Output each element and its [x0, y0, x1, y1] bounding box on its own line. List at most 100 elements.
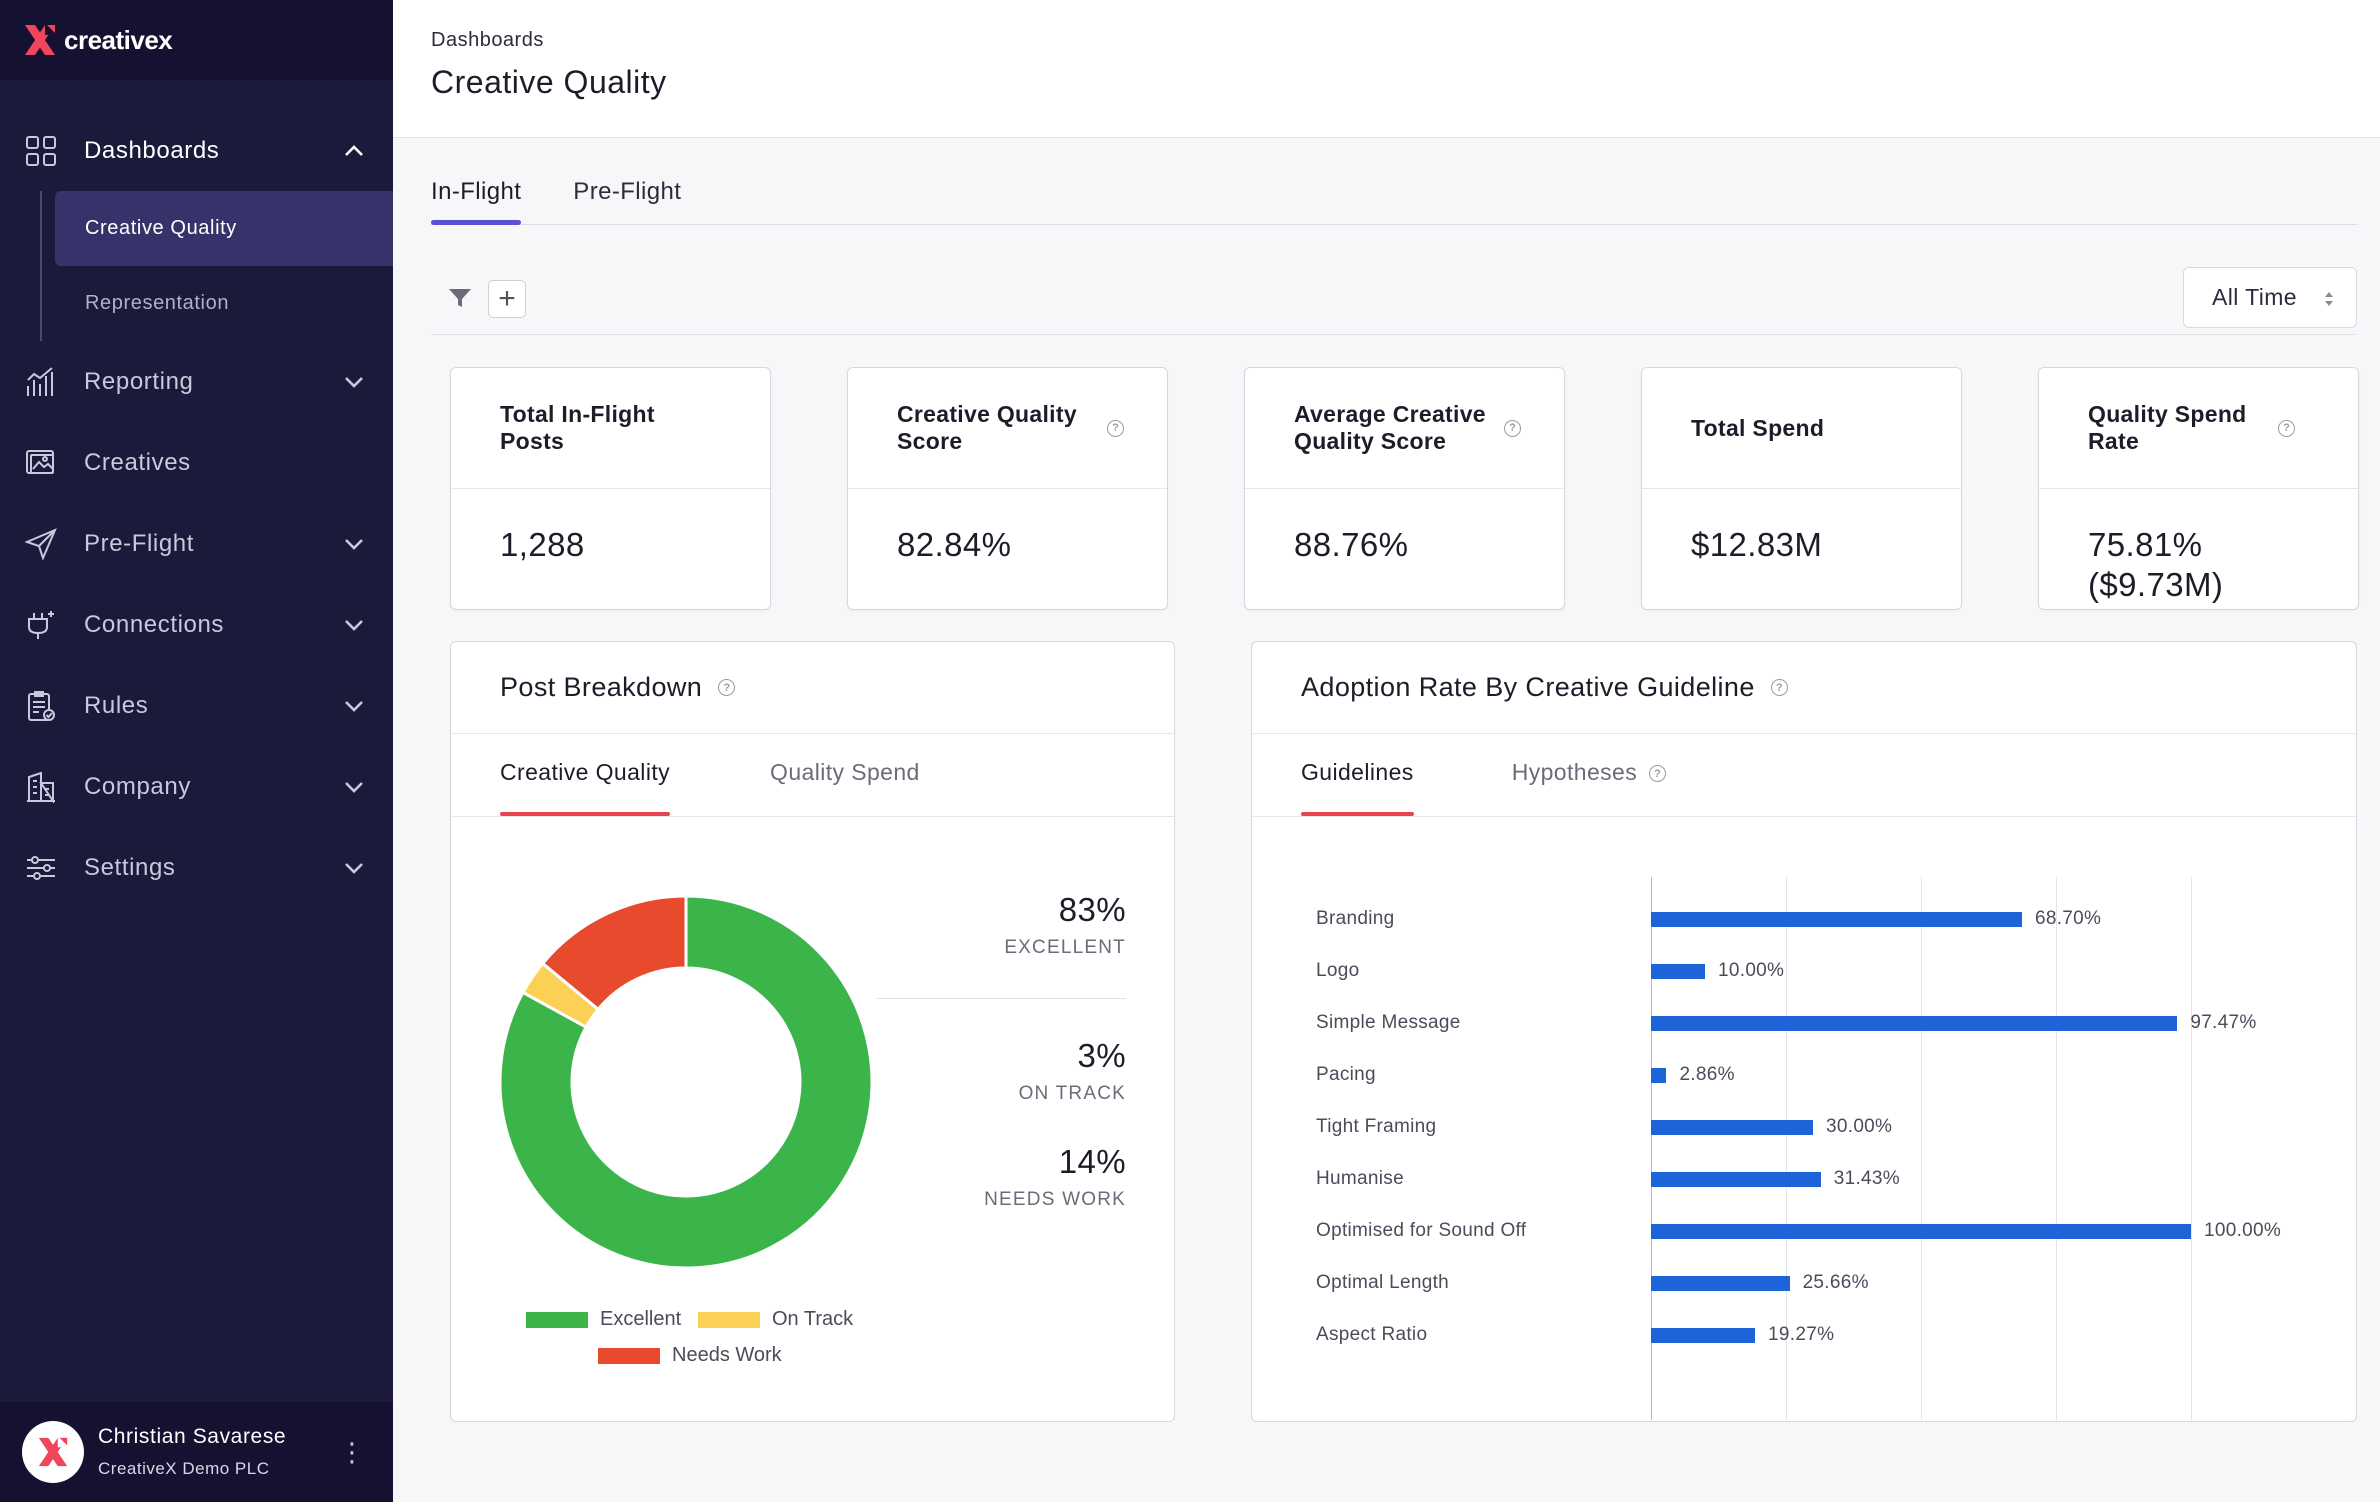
bar-value-label: 31.43%	[1833, 1168, 1900, 1189]
stat-label: EXCELLENT	[1004, 937, 1126, 958]
help-icon[interactable]: ?	[718, 679, 736, 696]
sidebar-item-company[interactable]: Company	[0, 746, 393, 827]
bar-optimised-for-sound-off[interactable]	[1651, 1224, 2191, 1239]
tab-creative-quality[interactable]: Creative Quality	[500, 734, 671, 816]
tab-label: Guidelines	[1301, 759, 1414, 785]
bar-value-label: 97.47%	[2190, 1012, 2257, 1033]
chart-icon	[24, 365, 58, 399]
select-arrows-icon	[2325, 292, 2333, 306]
post-breakdown-panel: Post Breakdown ? Creative Quality Qualit…	[450, 641, 1175, 1422]
panel-title: Post Breakdown	[500, 672, 703, 702]
help-icon[interactable]: ?	[1649, 765, 1667, 782]
sidebar-item-dashboards[interactable]: Dashboards	[0, 110, 393, 191]
sidebar-subitem-representation[interactable]: Representation	[55, 266, 393, 341]
bar-logo[interactable]	[1651, 964, 1705, 979]
clipboard-check-icon	[24, 689, 58, 723]
page-title: Creative Quality	[431, 64, 667, 100]
chevron-down-icon[interactable]	[341, 774, 367, 800]
tab-guidelines[interactable]: Guidelines	[1301, 734, 1414, 816]
tab-label: Hypotheses	[1511, 759, 1638, 785]
kebab-menu-icon[interactable]: ⋮	[339, 1436, 365, 1467]
stat-on-track: 3% ON TRACK	[1019, 1037, 1126, 1105]
sidebar: creativex Dashboards Creative Quality Re…	[0, 0, 393, 1502]
breadcrumb[interactable]: Dashboards	[431, 29, 544, 51]
user-profile[interactable]: Christian Savarese CreativeX Demo PLC ⋮	[0, 1402, 393, 1502]
add-filter-button[interactable]: +	[488, 280, 526, 318]
bar-tight-framing[interactable]	[1651, 1120, 1813, 1135]
sidebar-item-creatives[interactable]: Creatives	[0, 422, 393, 503]
sidebar-item-label: Pre-Flight	[84, 529, 195, 557]
plug-icon	[24, 608, 58, 642]
sidebar-item-pre-flight[interactable]: Pre-Flight	[0, 503, 393, 584]
sidebar-item-label: Settings	[84, 853, 176, 881]
help-icon[interactable]: ?	[1107, 419, 1124, 437]
donut-slice-excellent[interactable]	[499, 895, 873, 1269]
chevron-up-icon[interactable]	[341, 138, 367, 164]
time-range-select[interactable]: All Time	[2183, 267, 2357, 328]
sidebar-item-rules[interactable]: Rules	[0, 665, 393, 746]
page-header: Dashboards Creative Quality	[393, 0, 2380, 138]
time-range-value: All Time	[2212, 284, 2297, 310]
kpi-label: Total Spend	[1691, 414, 1825, 441]
post-breakdown-tabs: Creative Quality Quality Spend	[451, 734, 1174, 817]
dashboards-subnav: Creative Quality Representation	[0, 191, 393, 341]
kpi-value: 88.76%	[1294, 526, 1409, 563]
chevron-down-icon[interactable]	[341, 855, 367, 881]
sidebar-item-reporting[interactable]: Reporting	[0, 341, 393, 422]
sidebar-item-label: Dashboards	[84, 136, 220, 164]
help-icon[interactable]: ?	[1770, 679, 1788, 696]
bar-category-label: Humanise	[1316, 1168, 1404, 1189]
bar-value-label: 2.86%	[1679, 1064, 1735, 1085]
chevron-down-icon[interactable]	[341, 369, 367, 395]
grid-icon	[24, 134, 58, 168]
bar-branding[interactable]	[1651, 912, 2022, 927]
sidebar-item-settings[interactable]: Settings	[0, 827, 393, 908]
kpi-card-creative-quality-score: Creative Quality Score? 82.84%	[847, 367, 1168, 610]
bar-category-label: Simple Message	[1316, 1012, 1461, 1033]
kpi-value: 1,288	[500, 526, 585, 563]
avatar	[22, 1421, 84, 1483]
bar-simple-message[interactable]	[1651, 1016, 2178, 1031]
legend-item-excellent[interactable]: Excellent	[526, 1308, 681, 1331]
bar-pacing[interactable]	[1651, 1068, 1667, 1083]
sidebar-subitem-label: Creative Quality	[85, 217, 237, 239]
help-icon[interactable]: ?	[1504, 419, 1521, 437]
stat-value: 14%	[1058, 1143, 1126, 1180]
tab-label: Quality Spend	[770, 759, 920, 785]
chevron-down-icon[interactable]	[341, 612, 367, 638]
filter-bar: + All Time	[431, 267, 2357, 335]
tab-pre-flight[interactable]: Pre-Flight	[573, 178, 682, 205]
kpi-label: Average Creative Quality Score	[1294, 401, 1486, 454]
kpi-value: $12.83M	[1691, 526, 1823, 563]
sidebar-subitem-creative-quality[interactable]: Creative Quality	[55, 191, 393, 266]
bar-value-label: 100.00%	[2204, 1220, 2282, 1241]
help-icon[interactable]: ?	[2278, 419, 2295, 437]
tab-in-flight[interactable]: In-Flight	[431, 168, 522, 225]
tab-quality-spend[interactable]: Quality Spend	[770, 734, 920, 816]
filter-icon[interactable]	[447, 285, 473, 311]
bar-aspect-ratio[interactable]	[1651, 1328, 1756, 1343]
user-name: Christian Savarese	[98, 1425, 287, 1448]
images-icon	[24, 446, 58, 480]
donut-slice-needs-work[interactable]	[540, 895, 688, 1012]
sidebar-item-label: Reporting	[84, 367, 194, 395]
sidebar-item-label: Rules	[84, 691, 149, 719]
legend-item-needs-work[interactable]: Needs Work	[598, 1344, 782, 1367]
bar-optimal-length[interactable]	[1651, 1276, 1790, 1291]
creativex-logo-icon	[38, 1437, 68, 1467]
legend-swatch	[598, 1347, 660, 1364]
chart-gridline	[1921, 877, 1922, 1420]
stat-value: 83%	[1058, 891, 1126, 928]
tab-hypotheses[interactable]: Hypotheses?	[1511, 734, 1667, 816]
sidebar-item-connections[interactable]: Connections	[0, 584, 393, 665]
bar-category-label: Aspect Ratio	[1316, 1324, 1428, 1345]
adoption-bar-chart: Branding 68.70% Logo 10.00% Simple Message 97…	[1252, 817, 2356, 1423]
chevron-down-icon[interactable]	[341, 693, 367, 719]
bar-humanise[interactable]	[1651, 1172, 1821, 1187]
bar-value-label: 25.66%	[1802, 1272, 1869, 1293]
legend-item-on-track[interactable]: On Track	[698, 1308, 853, 1331]
chevron-down-icon[interactable]	[341, 531, 367, 557]
legend-label: Needs Work	[672, 1344, 782, 1366]
brand-bar[interactable]: creativex	[0, 0, 393, 80]
chart-axis-line	[1651, 877, 1652, 1420]
